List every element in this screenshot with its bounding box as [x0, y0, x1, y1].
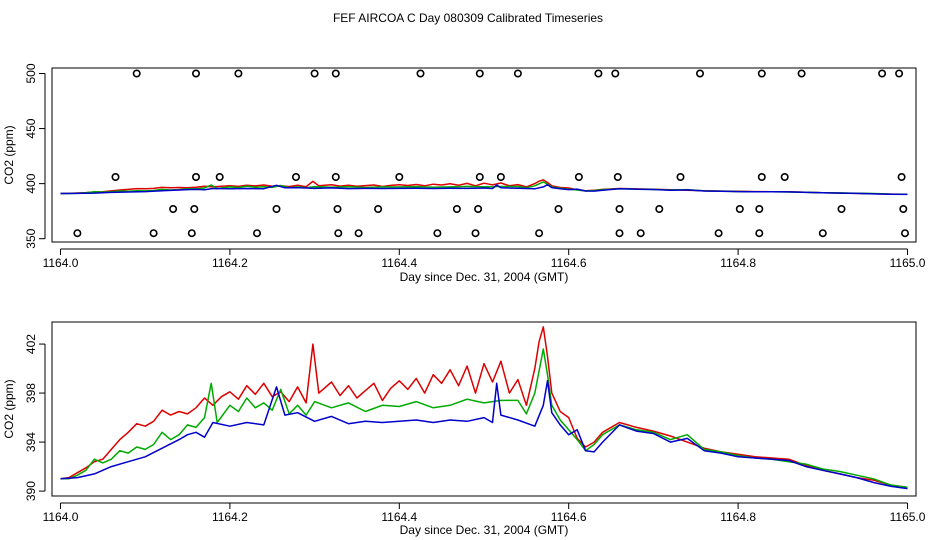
bottom-x-tick-label: 1164.8: [720, 510, 756, 524]
top-y-tick-label: 350: [24, 228, 38, 248]
bottom-data-marks: [60, 326, 908, 490]
top-y-tick-label: 400: [24, 173, 38, 193]
top-x-axis-label: Day since Dec. 31, 2004 (GMT): [400, 270, 569, 284]
top-scatter-point: [757, 69, 766, 78]
top-scatter-point: [900, 229, 909, 238]
top-scatter-point: [331, 173, 340, 182]
bottom-x-tick-label: 1164.6: [551, 510, 587, 524]
top-scatter-point: [234, 69, 243, 78]
top-scatter-point: [291, 173, 300, 182]
top-scatter-point: [513, 69, 522, 78]
top-scatter-point: [132, 69, 141, 78]
top-x-axis: 1164.0 1164.2 1164.4 1164.6 1164.8 1165.0: [43, 248, 926, 270]
top-x-tick-label: 1164.8: [720, 256, 756, 270]
top-y-axis-label: CO2 (ppm): [2, 125, 16, 184]
bottom-y-tick-label: 390: [24, 481, 38, 501]
top-scatter-point: [611, 69, 620, 78]
top-scatter-point: [797, 69, 806, 78]
top-scatter-point: [331, 69, 340, 78]
top-plot-frame: [51, 67, 917, 243]
top-x-tick-label: 1164.4: [381, 256, 417, 270]
top-scatter-point: [192, 173, 201, 182]
top-scatter-point: [475, 173, 484, 182]
top-scatter-point: [895, 69, 904, 78]
top-scatter-point: [334, 229, 343, 238]
top-scatter-point: [452, 205, 461, 214]
top-scatter-point: [475, 69, 484, 78]
top-scatter-point: [735, 205, 744, 214]
bottom-x-axis-label: Day since Dec. 31, 2004 (GMT): [400, 523, 569, 537]
top-scatter-point: [757, 173, 766, 182]
bottom-y-axis: 390 394 398 402: [24, 334, 46, 501]
top-scatter-point: [471, 229, 480, 238]
bottom-y-tick-label: 402: [24, 334, 38, 354]
bottom-series-red: [60, 326, 908, 489]
top-scatter-point: [655, 205, 664, 214]
bottom-x-tick-label: 1165.0: [890, 510, 926, 524]
top-scatter-point: [73, 229, 82, 238]
top-scatter-point: [215, 173, 224, 182]
top-scatter-point: [272, 205, 281, 214]
top-scatter-point: [169, 205, 178, 214]
top-x-tick-label: 1164.6: [551, 256, 587, 270]
bottom-x-axis: 1164.0 1164.2 1164.4 1164.6 1164.8 1165.0: [43, 502, 926, 524]
top-scatter-point: [837, 205, 846, 214]
top-scatter-point: [310, 69, 319, 78]
bottom-plot-frame: [51, 321, 917, 497]
bottom-panel: 1164.0 1164.2 1164.4 1164.6 1164.8 1165.0 390…: [2, 321, 926, 537]
chart-title: FEF AIRCOA C Day 080309 Calibrated Times…: [333, 11, 603, 25]
bottom-y-axis-label: CO2 (ppm): [2, 379, 16, 438]
top-series-blue: [60, 183, 908, 196]
top-scatter-point: [253, 229, 262, 238]
top-scatter-point: [615, 205, 624, 214]
top-scatter-point: [496, 173, 505, 182]
top-scatter-point: [714, 229, 723, 238]
top-scatter-point: [149, 229, 158, 238]
top-scatter-point: [613, 173, 622, 182]
top-scatter-point: [354, 229, 363, 238]
top-scatter-point: [636, 229, 645, 238]
top-scatter-point: [192, 69, 201, 78]
top-scatter-point: [818, 229, 827, 238]
top-scatter-point: [897, 173, 906, 182]
top-scatter-point: [395, 173, 404, 182]
top-scatter-point: [780, 173, 789, 182]
top-x-tick-label: 1165.0: [890, 256, 926, 270]
bottom-series-green: [60, 348, 908, 489]
top-scatter-point: [374, 205, 383, 214]
top-scatter-point: [187, 229, 196, 238]
top-scatter-point: [615, 229, 624, 238]
top-x-tick-label: 1164.2: [212, 256, 248, 270]
top-scatter-point: [755, 229, 764, 238]
top-scatter-point: [899, 205, 908, 214]
top-scatter-point: [416, 69, 425, 78]
top-scatter-point: [333, 205, 342, 214]
top-scatter-point: [676, 173, 685, 182]
top-scatter-point: [695, 69, 704, 78]
bottom-x-tick-label: 1164.4: [381, 510, 417, 524]
top-scatter-point: [474, 205, 483, 214]
top-scatter-point: [433, 229, 442, 238]
top-scatter-point: [755, 205, 764, 214]
top-scatter-point: [111, 173, 120, 182]
bottom-x-tick-label: 1164.0: [43, 510, 79, 524]
top-scatter-point: [190, 205, 199, 214]
top-panel: 1164.0 1164.2 1164.4 1164.6 1164.8 1165.0 350…: [2, 63, 926, 284]
top-scatter-point: [594, 69, 603, 78]
top-y-tick-label: 500: [24, 63, 38, 83]
top-scatter-point: [535, 229, 544, 238]
top-scatter-point: [878, 69, 887, 78]
top-scatter-point: [554, 205, 563, 214]
top-data-marks: [60, 69, 909, 238]
bottom-series-blue: [60, 380, 908, 490]
top-y-tick-label: 450: [24, 118, 38, 138]
bottom-x-tick-label: 1164.2: [212, 510, 248, 524]
top-scatter-point: [574, 173, 583, 182]
bottom-y-tick-label: 394: [24, 432, 38, 452]
bottom-y-tick-label: 398: [24, 383, 38, 403]
top-y-axis: 350 400 450 500: [24, 63, 46, 249]
top-x-tick-label: 1164.0: [43, 256, 79, 270]
